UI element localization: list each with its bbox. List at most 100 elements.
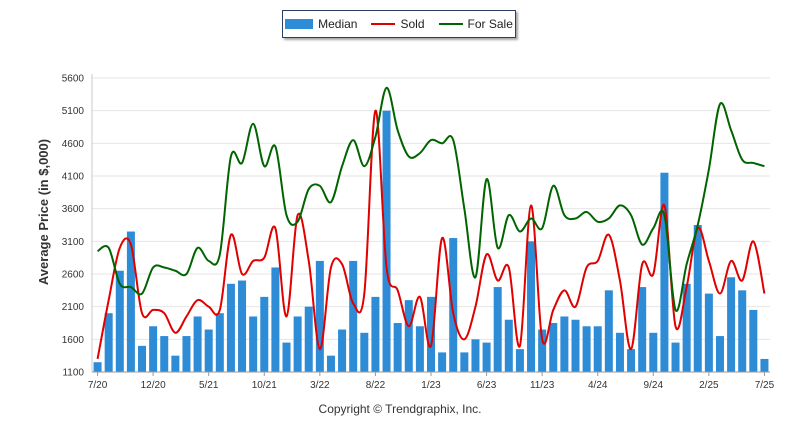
median-bar	[604, 290, 613, 372]
median-bar	[738, 290, 747, 372]
legend-swatch-median	[285, 19, 314, 29]
x-tick-label: 11/23	[530, 380, 555, 391]
for-sale-line	[97, 86, 765, 312]
median-bar	[538, 329, 547, 372]
median-bar	[171, 355, 180, 372]
x-tick-label: 7/25	[755, 380, 775, 391]
median-bars	[93, 110, 769, 373]
y-tick-label: 1100	[62, 368, 84, 379]
median-bar	[515, 349, 524, 372]
median-bar	[627, 349, 636, 372]
median-bar	[93, 362, 102, 372]
median-bar	[426, 296, 436, 372]
median-bar	[349, 260, 358, 372]
median-bar	[527, 241, 536, 372]
y-tick-label: 2600	[62, 270, 85, 281]
median-bar	[549, 323, 558, 372]
legend-swatch-sold	[371, 23, 396, 25]
median-bar	[560, 316, 569, 372]
median-bar	[449, 238, 458, 372]
x-tick-label: 7/20	[88, 380, 108, 391]
median-bar	[638, 287, 647, 372]
median-bar	[315, 260, 324, 372]
y-tick-label: 3600	[62, 204, 85, 215]
median-bar	[138, 345, 147, 372]
median-bar	[582, 326, 591, 372]
median-bar	[471, 339, 480, 372]
median-bar	[760, 358, 769, 372]
x-tick-label: 10/21	[252, 380, 277, 391]
legend: Median Sold For Sale	[282, 10, 516, 38]
legend-item-for-sale: For Sale	[438, 17, 513, 31]
median-bar	[682, 283, 691, 372]
median-bar	[593, 326, 602, 372]
legend-label-median: Median	[318, 17, 358, 31]
y-tick-label: 4600	[62, 139, 85, 150]
median-bar	[671, 342, 680, 372]
x-tick-label: 3/22	[310, 380, 330, 391]
y-tick-label: 2100	[62, 302, 85, 313]
median-bar	[326, 355, 335, 372]
y-tick-label: 5100	[62, 106, 85, 117]
axes: 1100 1600 2100 2600 3100 3600 4100 4600 5100 5600…	[62, 74, 775, 392]
median-bar	[193, 316, 202, 372]
median-bar	[182, 336, 191, 372]
x-tick-label: 1/23	[421, 380, 441, 391]
y-tick-label: 4100	[62, 172, 85, 183]
median-bar	[282, 342, 291, 372]
median-bar	[660, 172, 669, 372]
median-bar	[704, 293, 713, 372]
median-bar	[504, 319, 513, 372]
median-bar	[382, 110, 391, 373]
legend-label-for-sale: For Sale	[467, 17, 513, 31]
median-bar	[649, 332, 658, 372]
sold-line	[96, 109, 766, 360]
median-bar	[293, 316, 302, 372]
median-bar	[126, 231, 135, 372]
y-axis-title: Average Price (in $,000)	[36, 139, 51, 285]
x-tick-label: 6/23	[477, 380, 497, 391]
median-bar	[749, 309, 758, 372]
median-bar	[260, 296, 269, 372]
y-tick-label: 5600	[62, 74, 85, 85]
median-bar	[238, 280, 247, 372]
median-bar	[338, 329, 347, 372]
legend-label-sold: Sold	[400, 17, 425, 31]
median-bar	[393, 323, 402, 372]
x-tick-label: 5/21	[199, 380, 219, 391]
x-tick-label: 8/22	[366, 380, 386, 391]
x-tick-label: 12/20	[141, 380, 166, 391]
median-bar	[149, 326, 158, 372]
median-bar	[482, 342, 491, 372]
x-tick-label: 4/24	[588, 380, 608, 391]
median-bar	[360, 332, 369, 372]
y-tick-label: 1600	[62, 335, 85, 346]
legend-item-sold: Sold	[371, 17, 425, 31]
median-bar	[204, 329, 213, 372]
median-bar	[693, 225, 702, 372]
x-tick-label: 2/25	[699, 380, 719, 391]
median-bar	[304, 306, 313, 372]
median-bar	[271, 267, 280, 372]
legend-item-median: Median	[285, 17, 357, 31]
copyright-footer: Copyright © Trendgraphix, Inc.	[318, 402, 482, 416]
median-bar	[615, 332, 624, 372]
median-bar	[493, 287, 502, 372]
series-lines	[96, 86, 766, 360]
median-bar	[571, 319, 580, 372]
median-bar	[115, 270, 124, 372]
median-bar	[438, 352, 447, 372]
median-bar	[415, 326, 424, 372]
median-bar	[215, 313, 224, 372]
median-bar	[460, 352, 469, 372]
median-bar	[371, 296, 380, 372]
median-bar	[715, 336, 724, 372]
x-tick-label: 9/24	[644, 380, 664, 391]
median-bar	[249, 316, 258, 372]
median-bar	[727, 277, 736, 372]
legend-swatch-for-sale	[438, 23, 463, 25]
median-bar	[104, 313, 113, 372]
y-tick-label: 3100	[62, 237, 85, 248]
